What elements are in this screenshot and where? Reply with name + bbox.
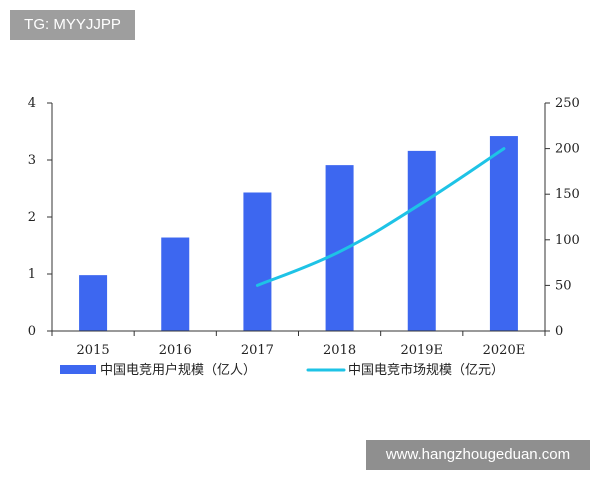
y-right-tick-label: 100 bbox=[555, 233, 580, 248]
x-tick-label: 2017 bbox=[241, 343, 274, 358]
y-left-tick-label: 2 bbox=[28, 210, 36, 225]
watermark-bottom: www.hangzhougeduan.com bbox=[366, 440, 590, 470]
y-right-tick-label: 0 bbox=[555, 324, 563, 339]
y-left-tick-label: 0 bbox=[28, 324, 36, 339]
y-left-tick-label: 1 bbox=[28, 267, 36, 282]
bar bbox=[489, 136, 518, 331]
bar bbox=[79, 275, 108, 331]
bar bbox=[407, 150, 436, 331]
legend-swatch-bar bbox=[60, 365, 96, 374]
x-tick-label: 2016 bbox=[159, 343, 192, 358]
y-left-tick-label: 3 bbox=[28, 153, 36, 168]
bar bbox=[161, 237, 190, 331]
y-right-tick-label: 200 bbox=[555, 142, 580, 157]
x-tick-label: 2018 bbox=[323, 343, 356, 358]
y-right-tick-label: 50 bbox=[555, 278, 572, 293]
x-tick-label: 2020E bbox=[483, 343, 526, 358]
y-left-tick-label: 4 bbox=[28, 96, 36, 111]
x-tick-label: 2019E bbox=[400, 343, 443, 358]
line-series bbox=[255, 147, 506, 287]
bar bbox=[243, 192, 272, 331]
y-right-tick-label: 250 bbox=[555, 96, 580, 111]
legend-label-bar: 中国电竞用户规模（亿人） bbox=[100, 362, 256, 378]
watermark-top: TG: MYYJJPP bbox=[10, 10, 135, 40]
legend-label-line: 中国电竞市场规模（亿元） bbox=[348, 362, 504, 378]
y-right-tick-label: 150 bbox=[555, 187, 580, 202]
x-tick-label: 2015 bbox=[77, 343, 110, 358]
